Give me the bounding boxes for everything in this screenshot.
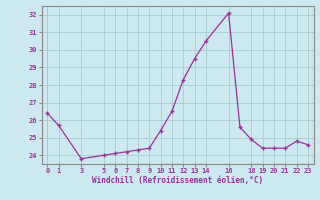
X-axis label: Windchill (Refroidissement éolien,°C): Windchill (Refroidissement éolien,°C) [92, 176, 263, 185]
